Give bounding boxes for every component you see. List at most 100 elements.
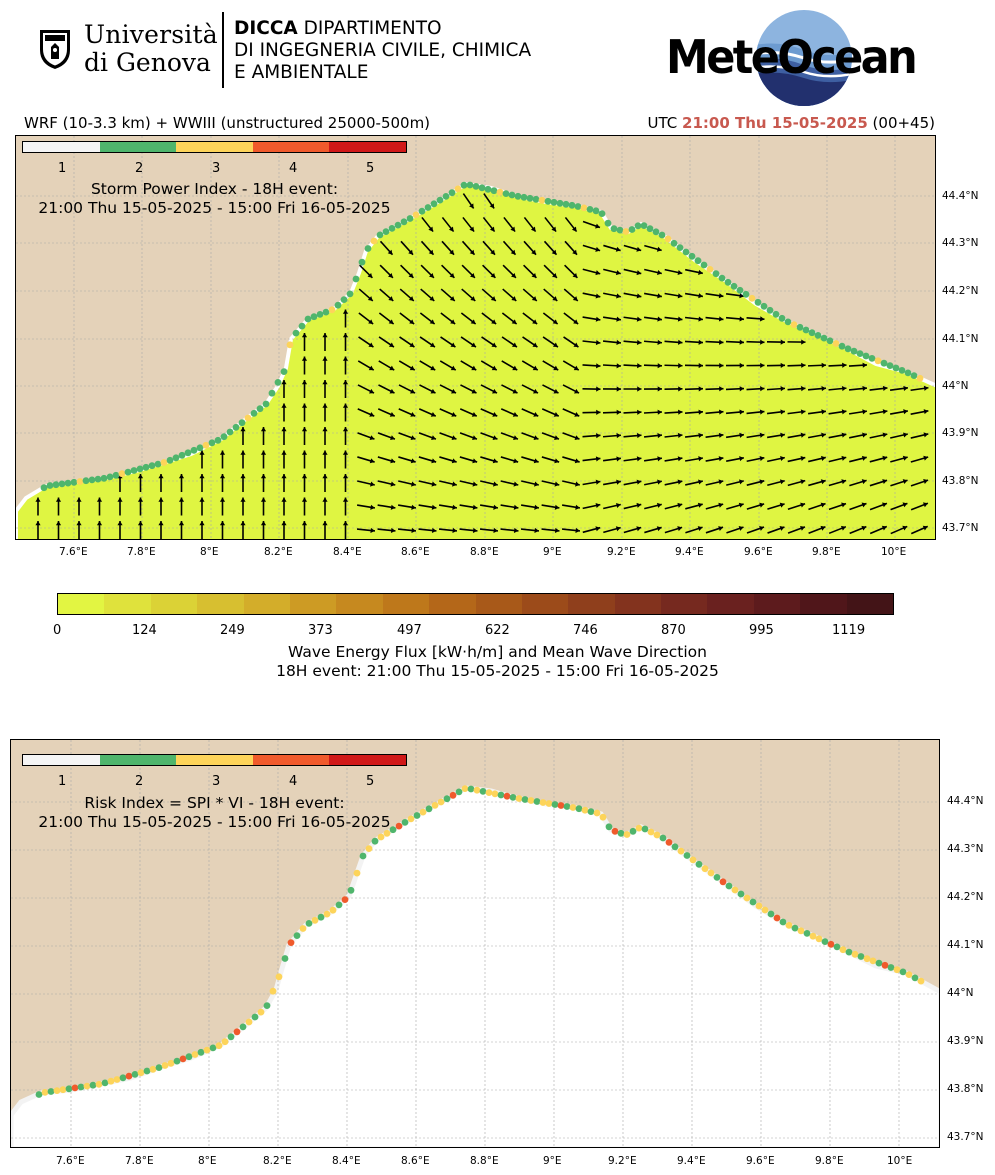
wave-arrow-head bbox=[616, 433, 621, 439]
coast-point bbox=[388, 225, 396, 232]
coast-point bbox=[490, 187, 498, 195]
wave-arrow-head bbox=[117, 497, 123, 502]
wave-arrow-head bbox=[450, 319, 456, 324]
coast-point bbox=[166, 456, 174, 464]
wave-arrow-head bbox=[492, 412, 498, 417]
map2-x-tick: 9.2°E bbox=[608, 1155, 637, 1167]
wave-arrow-head bbox=[552, 319, 558, 324]
wave-arrow-head bbox=[178, 474, 185, 479]
map2-grid bbox=[11, 740, 939, 1147]
coast-point bbox=[503, 792, 511, 800]
coast-point bbox=[832, 340, 840, 347]
wave-arrow-head bbox=[738, 479, 744, 485]
wave-arrow-head bbox=[738, 526, 744, 531]
wave-arrow-head bbox=[862, 385, 867, 392]
coast-point bbox=[814, 332, 822, 339]
wave-arrow-head bbox=[281, 403, 287, 408]
energy-colorbar-segment bbox=[614, 594, 662, 614]
map1-category-label: 3 bbox=[212, 161, 221, 176]
wave-arrow-head bbox=[431, 527, 437, 534]
wave-arrow-head bbox=[301, 427, 308, 432]
coast-point bbox=[544, 197, 552, 205]
wave-arrow-head bbox=[719, 339, 724, 345]
wave-arrow-head bbox=[698, 409, 703, 415]
wave-arrow-head bbox=[342, 356, 349, 361]
map1-sea-area bbox=[16, 181, 935, 539]
wave-arrow-head bbox=[902, 479, 908, 484]
wave-arrow-head bbox=[553, 412, 559, 417]
wave-arrow-head bbox=[841, 385, 847, 392]
wave-arrow-head bbox=[531, 272, 537, 278]
wave-arrow-head bbox=[428, 249, 434, 255]
wave-arrow-head bbox=[431, 481, 437, 487]
map2-category-labels: 1 2 3 4 5 bbox=[22, 774, 407, 790]
wave-arrow-head bbox=[178, 521, 185, 526]
coast-point bbox=[353, 869, 361, 877]
coast-point bbox=[358, 258, 366, 266]
coast-point bbox=[478, 184, 486, 192]
wave-arrow-head bbox=[534, 504, 539, 510]
wave-arrow-head bbox=[368, 342, 374, 348]
wave-arrow-head bbox=[431, 458, 437, 464]
wave-arrow-head bbox=[739, 339, 744, 345]
model-label: WRF (10-3.3 km) + WWIII (unstructured 25… bbox=[24, 114, 431, 132]
map1-x-tick: 9.2°E bbox=[607, 546, 636, 558]
coast-point bbox=[610, 225, 618, 233]
map2-x-tick: 9.8°E bbox=[815, 1155, 844, 1167]
coast-point bbox=[604, 219, 612, 227]
wave-arrow-head bbox=[656, 246, 662, 252]
wave-arrow-head bbox=[490, 272, 496, 278]
wave-arrow-head bbox=[408, 296, 414, 301]
wave-arrow-head bbox=[718, 456, 724, 462]
wave-arrow-head bbox=[551, 249, 557, 255]
coast-point bbox=[538, 196, 546, 204]
coast-point bbox=[706, 266, 714, 273]
wave-arrow-head bbox=[472, 527, 478, 534]
map1-y-tick: 44°N bbox=[942, 380, 969, 392]
coast-point bbox=[683, 852, 691, 859]
wave-arrow-head bbox=[368, 319, 374, 324]
coast-point bbox=[394, 221, 402, 229]
coast-point bbox=[196, 444, 204, 452]
wave-arrow-head bbox=[554, 504, 560, 510]
wave-energy-colorbar bbox=[57, 593, 894, 615]
wave-arrow-head bbox=[137, 497, 144, 502]
wave-arrow-head bbox=[452, 504, 457, 510]
coast-point bbox=[719, 878, 727, 886]
wave-arrow-head bbox=[862, 409, 867, 415]
wave-arrow-head bbox=[199, 474, 205, 479]
wave-arrow-head bbox=[657, 270, 662, 276]
map2-y-tick: 44.2°N bbox=[947, 891, 984, 903]
wave-arrow-head bbox=[821, 409, 826, 415]
map1-x-tick: 8.6°E bbox=[401, 546, 430, 558]
wave-arrow-head bbox=[388, 319, 394, 324]
coast-point bbox=[274, 379, 282, 386]
map2-sea-area bbox=[11, 785, 939, 1147]
coast-point bbox=[383, 829, 391, 837]
coast-point bbox=[893, 966, 901, 974]
wave-arrow-head bbox=[861, 455, 867, 461]
energy-colorbar-segment bbox=[58, 594, 105, 614]
coast-point bbox=[191, 1051, 199, 1058]
coast-point bbox=[209, 1044, 217, 1052]
wave-arrow-head bbox=[821, 455, 826, 461]
wave-arrow-head bbox=[470, 272, 475, 278]
coast-point bbox=[293, 932, 301, 939]
wave-arrow-head bbox=[472, 481, 478, 487]
coast-point bbox=[539, 799, 547, 806]
wave-arrow-head bbox=[656, 502, 662, 508]
coast-point bbox=[568, 201, 576, 209]
coast-point bbox=[413, 812, 421, 819]
wave-arrow-head bbox=[596, 409, 601, 415]
coast-point bbox=[581, 806, 589, 814]
wave-arrow-head bbox=[760, 386, 765, 392]
wave-arrow-head bbox=[616, 339, 621, 346]
wave-arrow-head bbox=[554, 527, 560, 534]
coast-point bbox=[869, 957, 877, 965]
wave-arrow-head bbox=[636, 502, 642, 508]
wave-arrow-head bbox=[513, 435, 518, 441]
map1-category-label: 2 bbox=[135, 161, 144, 176]
wave-arrow-head bbox=[841, 455, 847, 461]
coast-point bbox=[460, 181, 468, 189]
coast-point bbox=[551, 801, 559, 808]
